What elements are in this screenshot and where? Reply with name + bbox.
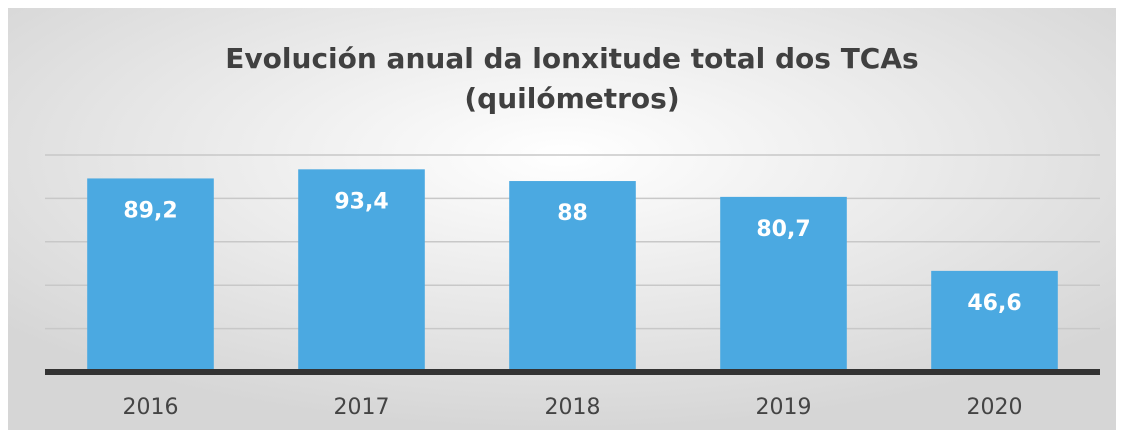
data-label: 93,4: [334, 189, 388, 214]
bar: [298, 169, 425, 372]
x-tick-label: 2017: [334, 395, 390, 420]
bar: [931, 270, 1058, 372]
data-label: 89,2: [123, 198, 177, 223]
x-tick-label: 2018: [545, 395, 601, 420]
x-tick-label: 2019: [756, 395, 812, 420]
bar: [720, 196, 847, 372]
x-tick-label: 2016: [123, 395, 179, 420]
bar: [509, 181, 636, 372]
data-label: 46,6: [967, 291, 1021, 316]
bar: [87, 178, 214, 372]
x-tick-label: 2020: [967, 395, 1023, 420]
data-label: 88: [557, 201, 588, 226]
chart-title: Evolución anual da lonxitude total dos T…: [225, 42, 918, 75]
chart-subtitle: (quilómetros): [464, 82, 679, 115]
data-label: 80,7: [756, 217, 810, 242]
